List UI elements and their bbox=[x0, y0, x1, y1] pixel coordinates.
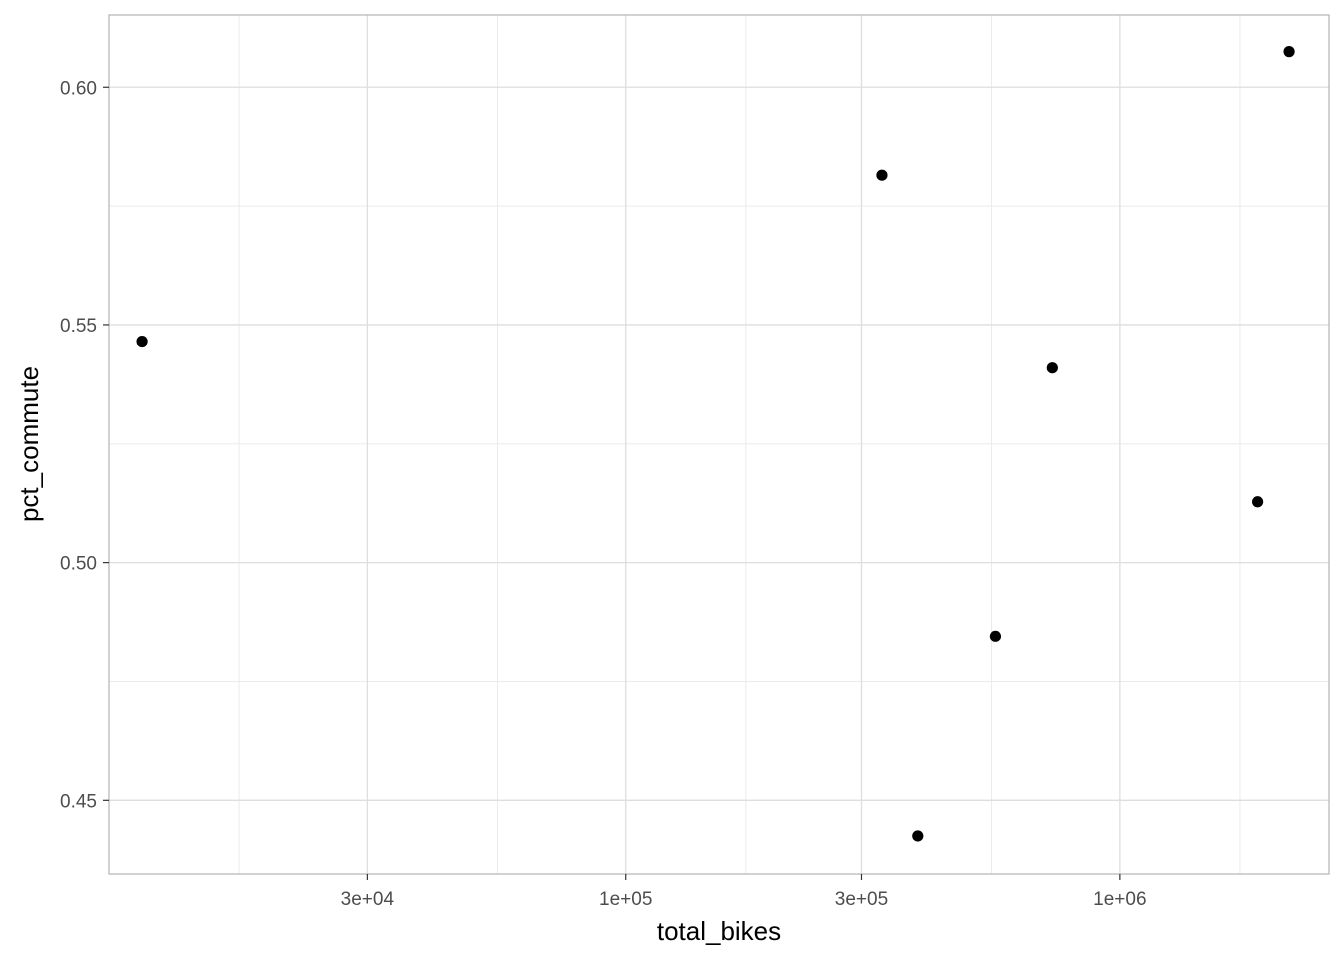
x-tick-label: 3e+05 bbox=[835, 889, 888, 910]
plot-panel-border bbox=[108, 14, 1330, 875]
x-tick-label: 3e+04 bbox=[341, 889, 395, 910]
data-point bbox=[1283, 46, 1295, 58]
data-point bbox=[876, 169, 888, 181]
y-axis: 0.45 0.50 0.55 0.60 bbox=[60, 78, 109, 812]
y-tick-label: 0.60 bbox=[60, 78, 97, 99]
data-points bbox=[136, 46, 1295, 842]
y-axis-title: pct_commute bbox=[14, 366, 44, 522]
y-tick-label: 0.50 bbox=[60, 554, 97, 575]
plot-panel-background bbox=[109, 15, 1329, 874]
data-point bbox=[1252, 496, 1264, 508]
y-tick-label: 0.55 bbox=[60, 316, 97, 337]
data-point bbox=[1046, 362, 1058, 374]
major-gridlines bbox=[109, 15, 1329, 874]
data-point bbox=[136, 335, 148, 348]
data-point bbox=[912, 830, 924, 842]
x-tick-label: 1e+06 bbox=[1093, 889, 1146, 910]
minor-gridlines bbox=[109, 15, 1329, 874]
x-axis: 3e+04 1e+05 3e+05 1e+06 bbox=[341, 874, 1147, 910]
data-point bbox=[989, 630, 1002, 642]
y-tick-label: 0.45 bbox=[60, 791, 97, 812]
x-axis-title: total_bikes bbox=[657, 916, 781, 946]
x-tick-label: 1e+05 bbox=[599, 889, 652, 910]
